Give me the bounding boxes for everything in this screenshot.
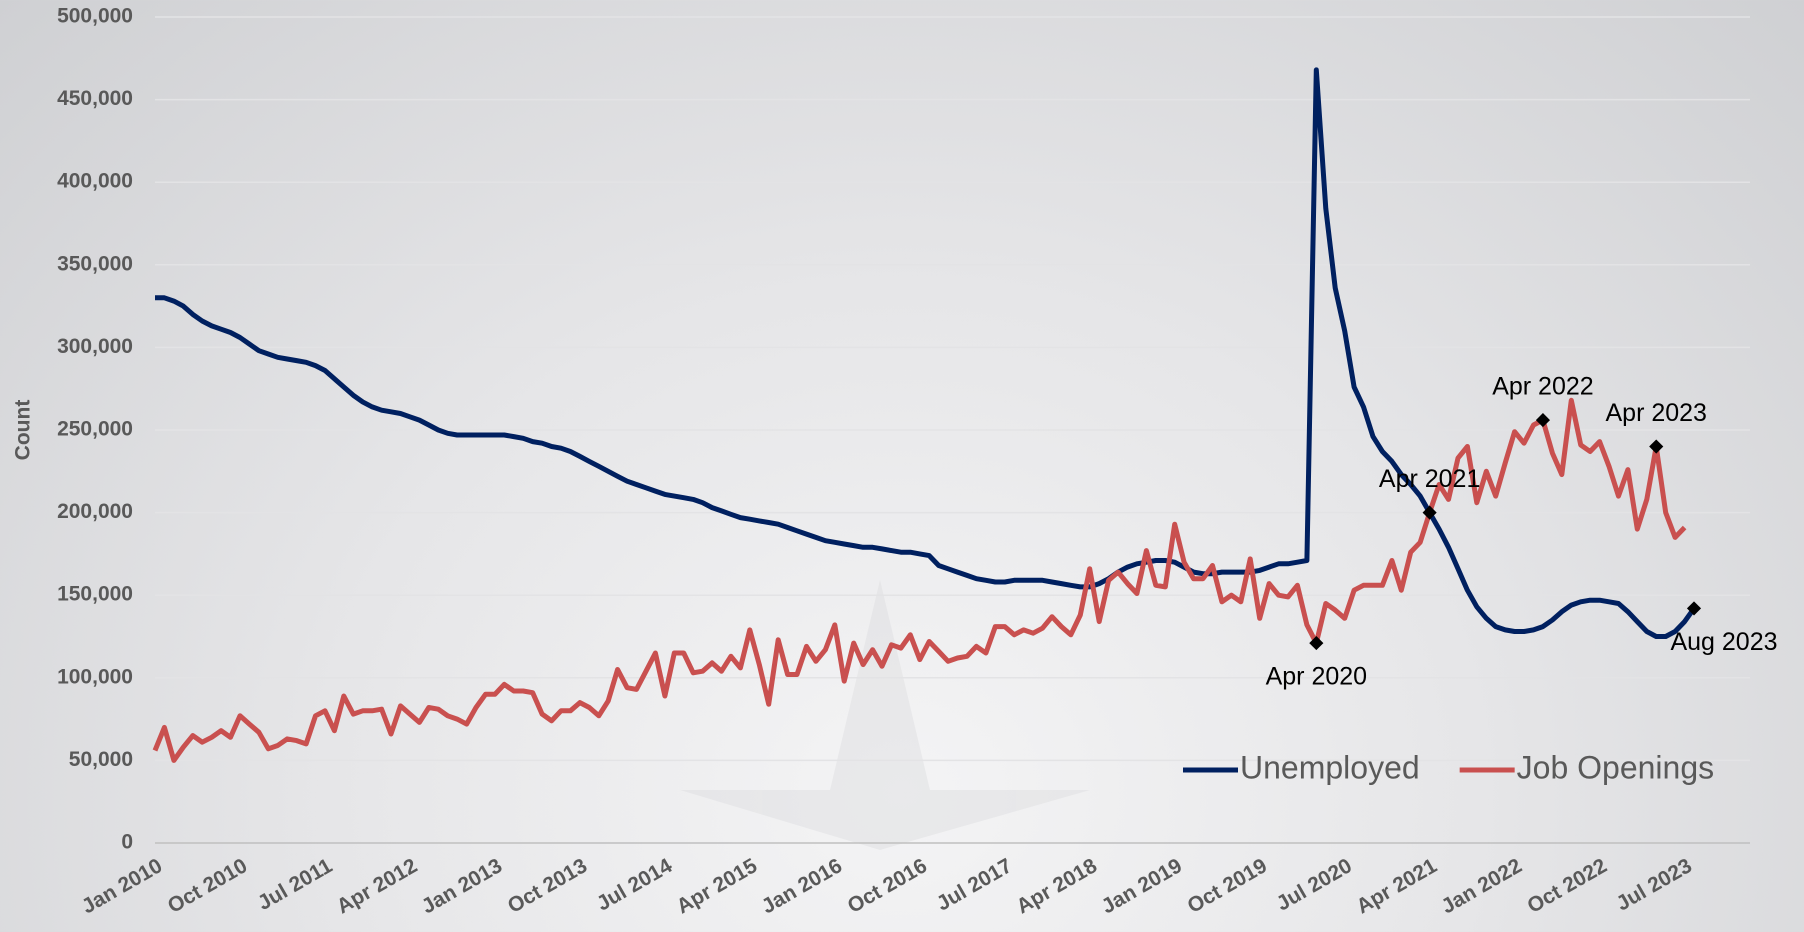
x-tick-label: Oct 2022 bbox=[1524, 854, 1611, 918]
x-tick-label: Oct 2010 bbox=[164, 854, 251, 918]
y-axis-label: Count bbox=[12, 400, 35, 461]
annotation-marker bbox=[1649, 439, 1664, 454]
y-tick-label: 150,000 bbox=[57, 583, 133, 606]
x-tick-label: Apr 2012 bbox=[333, 854, 421, 918]
x-tick-label: Jan 2010 bbox=[78, 854, 166, 918]
y-tick-label: 0 bbox=[121, 831, 133, 854]
annotation-label: Aug 2023 bbox=[1670, 628, 1777, 656]
x-tick-label: Jan 2022 bbox=[1438, 854, 1526, 918]
series-line bbox=[152, 397, 1687, 763]
x-tick-label: Oct 2013 bbox=[504, 854, 591, 918]
x-tick-label: Apr 2018 bbox=[1013, 854, 1102, 918]
annotation-label: Apr 2021 bbox=[1379, 465, 1480, 493]
x-tick-label: Oct 2016 bbox=[844, 854, 931, 918]
x-tick-label: Jul 2014 bbox=[593, 854, 677, 916]
x-tick-label: Apr 2015 bbox=[673, 854, 762, 918]
annotation-marker bbox=[1686, 601, 1702, 616]
legend-label: Job Openings bbox=[1517, 749, 1714, 785]
annotation-label: Apr 2020 bbox=[1266, 663, 1367, 691]
y-tick-label: 200,000 bbox=[57, 500, 133, 523]
y-tick-label: 500,000 bbox=[57, 5, 133, 28]
x-tick-label: Jul 2020 bbox=[1273, 854, 1356, 915]
y-tick-label: 100,000 bbox=[57, 665, 133, 688]
background-star bbox=[680, 580, 1090, 850]
x-tick-label: Jan 2013 bbox=[418, 854, 506, 918]
annotation-marker bbox=[1535, 413, 1551, 428]
y-tick-label: 300,000 bbox=[57, 335, 133, 358]
x-tick-label: Jan 2016 bbox=[758, 854, 846, 918]
star-base bbox=[680, 790, 1090, 850]
legend-label: Unemployed bbox=[1240, 749, 1420, 785]
y-tick-label: 250,000 bbox=[57, 418, 133, 441]
y-tick-label: 450,000 bbox=[57, 87, 133, 110]
annotation-marker bbox=[1422, 505, 1437, 520]
star-ray bbox=[830, 580, 930, 790]
x-tick-label: Oct 2019 bbox=[1184, 854, 1271, 918]
x-tick-label: Apr 2021 bbox=[1353, 854, 1442, 918]
x-tick-label: Jul 2017 bbox=[933, 854, 1016, 915]
y-tick-label: 350,000 bbox=[57, 252, 133, 275]
annotation-marker bbox=[1309, 636, 1324, 651]
x-tick-label: Jul 2023 bbox=[1613, 854, 1696, 915]
annotation-label: Apr 2022 bbox=[1492, 373, 1593, 401]
x-tick-label: Jan 2019 bbox=[1098, 854, 1186, 918]
series-line bbox=[155, 67, 1697, 639]
x-tick-label: Jul 2011 bbox=[254, 854, 337, 915]
annotation-label: Apr 2023 bbox=[1605, 399, 1706, 427]
y-tick-label: 400,000 bbox=[57, 170, 133, 193]
y-tick-label: 50,000 bbox=[69, 748, 133, 771]
